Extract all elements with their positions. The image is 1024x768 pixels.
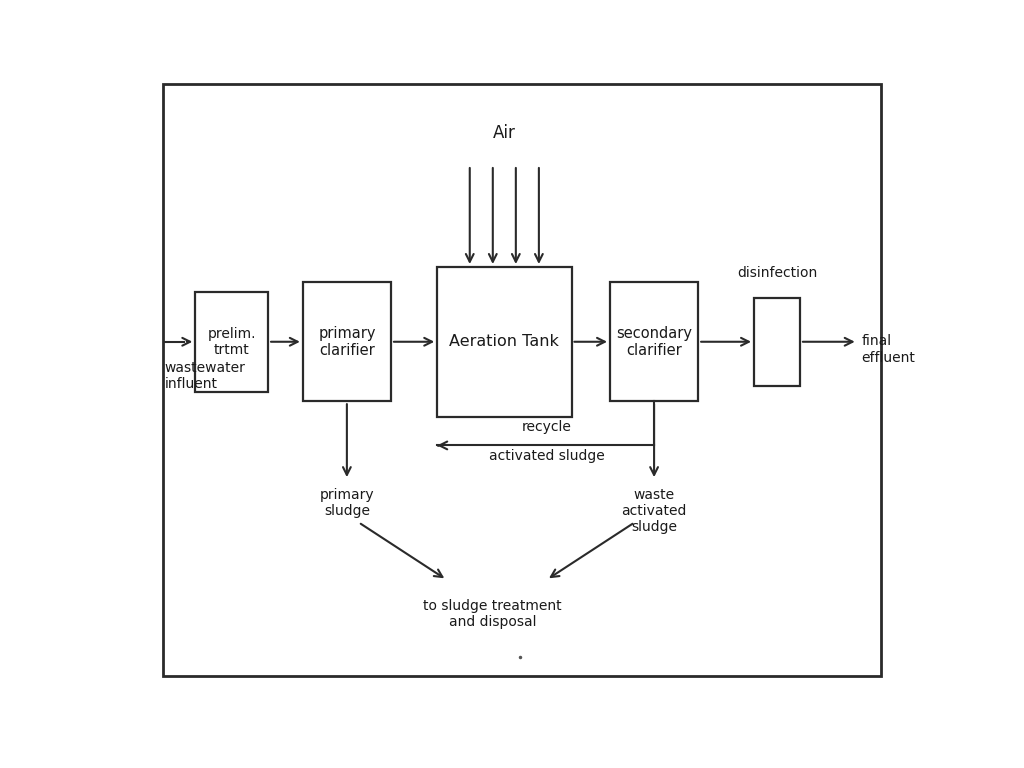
Text: disinfection: disinfection <box>737 266 817 280</box>
Text: Aeration Tank: Aeration Tank <box>450 334 559 349</box>
Text: primary
clarifier: primary clarifier <box>318 326 376 358</box>
Bar <box>196 292 268 392</box>
Text: recycle: recycle <box>521 420 571 434</box>
Text: activated sludge: activated sludge <box>488 449 604 463</box>
Bar <box>754 297 800 386</box>
Text: final
effluent: final effluent <box>861 334 915 365</box>
Text: secondary
clarifier: secondary clarifier <box>616 326 692 358</box>
Bar <box>163 84 881 676</box>
Bar <box>437 266 571 416</box>
Bar <box>610 282 698 401</box>
Bar <box>303 282 391 401</box>
Text: primary
sludge: primary sludge <box>319 488 374 518</box>
Text: wastewater
influent: wastewater influent <box>165 361 246 391</box>
Text: prelim.
trtmt: prelim. trtmt <box>208 326 256 357</box>
Text: to sludge treatment
and disposal: to sludge treatment and disposal <box>424 599 562 629</box>
Text: Air: Air <box>493 124 516 142</box>
Text: waste
activated
sludge: waste activated sludge <box>622 488 687 534</box>
